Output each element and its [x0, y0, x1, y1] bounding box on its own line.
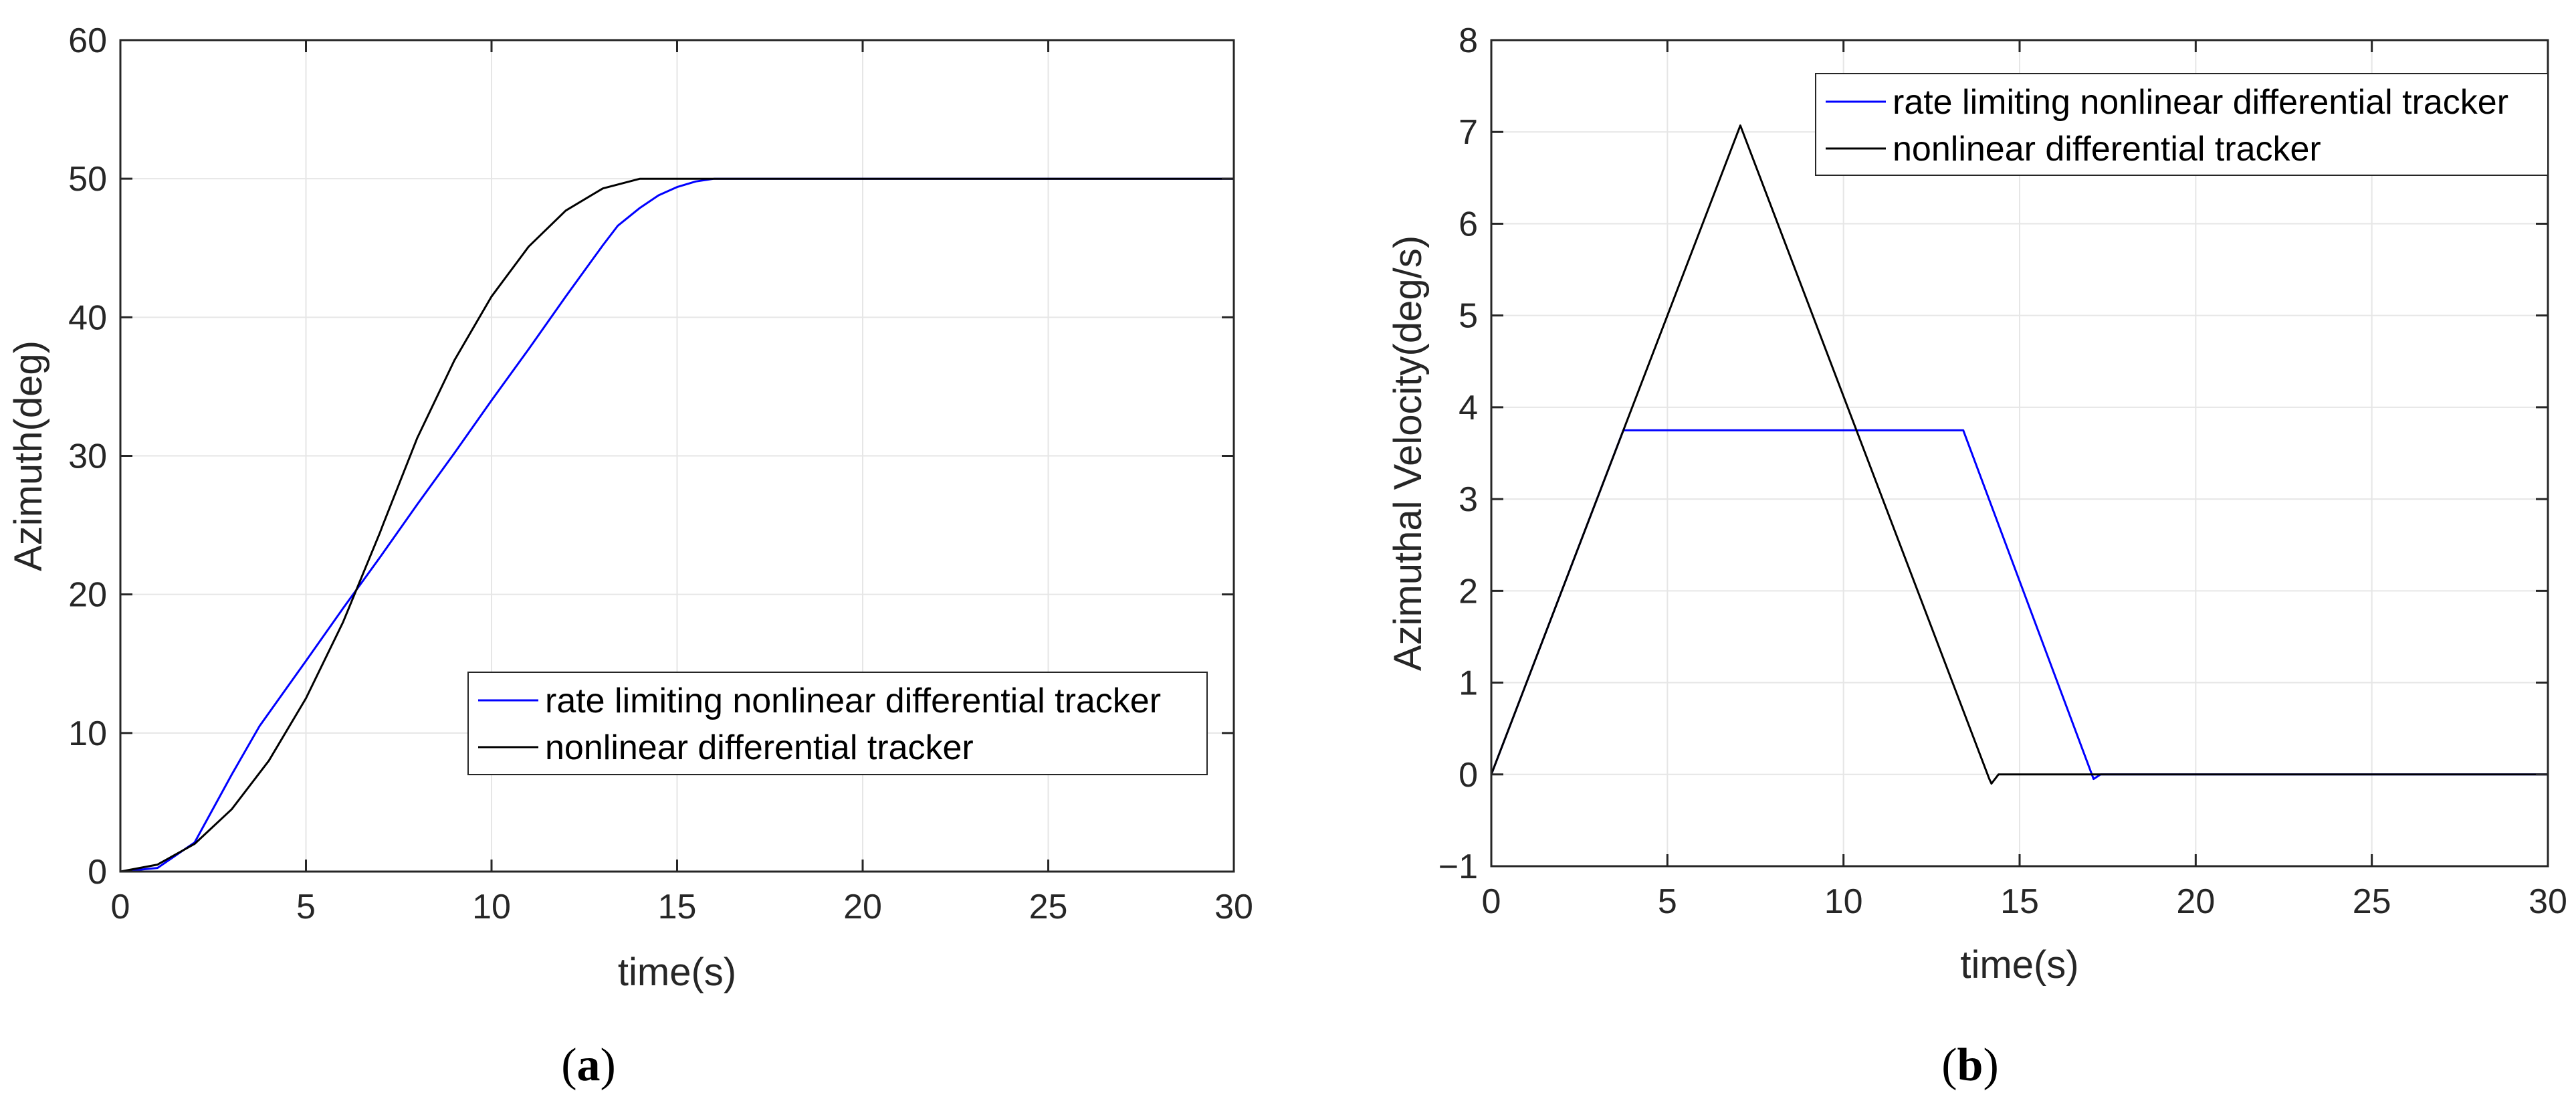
y-tick-label: 7 [1459, 113, 1478, 152]
series-line-nonlinear-a [120, 177, 1234, 873]
y-tick-label: 60 [68, 21, 107, 60]
x-axis-label-b: time(s) [1960, 943, 2078, 987]
x-tick-label: 15 [2000, 882, 2039, 921]
x-tick-label: 5 [296, 888, 316, 926]
y-tick-label: 6 [1459, 205, 1478, 243]
legend-label-rate-limiting: rate limiting nonlinear differential tra… [545, 682, 1161, 720]
x-axis-label-a: time(s) [618, 950, 736, 994]
y-tick-label: 20 [68, 576, 107, 615]
y-axis-label-a: Azimuth(deg) [7, 340, 50, 571]
legend-label-rate-limiting: rate limiting nonlinear differential tra… [1893, 83, 2508, 122]
x-tick-label: 25 [2353, 882, 2391, 921]
legend-box [467, 672, 1208, 775]
y-axis-label-b: Azimuthal Velocity(deg/s) [1386, 235, 1430, 671]
x-tick-label: 5 [1658, 882, 1677, 921]
x-tick-label: 15 [658, 888, 697, 926]
y-tick-label: 0 [1459, 756, 1478, 795]
x-tick-label: 25 [1029, 888, 1068, 926]
caption-b: (b) [1941, 1039, 1999, 1091]
x-tick-label: 30 [1214, 888, 1253, 926]
legend-label-nonlinear: nonlinear differential tracker [545, 728, 974, 767]
x-tick-label: 20 [843, 888, 882, 926]
chart-panel-b: 0 5 10 15 20 25 30−1012345678time(s)Azimuthal … [1386, 21, 2567, 987]
caption-a: (a) [561, 1039, 616, 1091]
y-tick-label: −1 [1438, 847, 1478, 886]
x-tick-label: 20 [2176, 882, 2215, 921]
series-line-nonlinear-b [1490, 124, 2548, 785]
y-tick-label: 2 [1459, 572, 1478, 611]
x-tick-label: 30 [2529, 882, 2567, 921]
x-tick-label: 10 [472, 888, 511, 926]
y-tick-label: 1 [1459, 664, 1478, 703]
x-tick-label: 0 [111, 888, 130, 926]
x-tick-label: 0 [1482, 882, 1501, 921]
y-tick-label: 30 [68, 437, 107, 476]
legend-box [1815, 73, 2549, 176]
y-tick-label: 5 [1459, 297, 1478, 336]
legend-label-nonlinear: nonlinear differential tracker [1893, 130, 2321, 169]
y-tick-label: 40 [68, 298, 107, 337]
x-tick-label: 10 [1824, 882, 1863, 921]
y-tick-label: 8 [1459, 21, 1478, 60]
legend-a: rate limiting nonlinear differential tra… [467, 672, 1208, 775]
y-tick-label: 4 [1459, 389, 1478, 427]
y-tick-label: 10 [68, 714, 107, 753]
y-tick-label: 3 [1459, 480, 1478, 519]
y-tick-label: 0 [88, 853, 107, 892]
chart-panel-a: 0 5 10 15 20 25 30 0 10 20 30 40 50 60 time(s) Azimuth(… [7, 21, 1253, 994]
legend-b: rate limiting nonlinear differential tra… [1815, 73, 2549, 176]
y-tick-label: 50 [68, 160, 107, 199]
